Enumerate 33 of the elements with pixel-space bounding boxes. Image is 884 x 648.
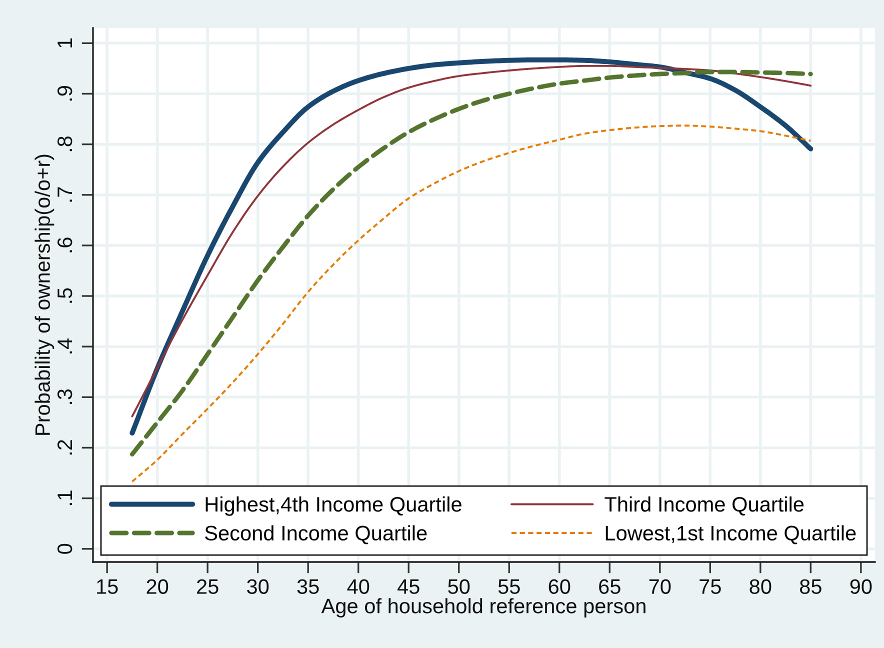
x-tick-label: 85: [800, 579, 822, 594]
x-tick-label: 50: [448, 579, 470, 594]
legend-label: Second Income Quartile: [205, 525, 427, 544]
y-tick-label: .5: [58, 288, 72, 303]
x-tick-label: 80: [750, 579, 772, 594]
x-tick-label: 90: [850, 579, 872, 594]
y-tick-label: .9: [57, 86, 72, 101]
y-axis-title: Probability of ownership(o/o+r): [34, 154, 54, 435]
legend-label: Highest,4th Income Quartile: [206, 496, 462, 516]
y-tick-label: 1: [58, 38, 72, 48]
y-tick-label: .4: [58, 338, 72, 354]
legend-label: Third Income Quartile: [604, 496, 804, 516]
x-tick-label: 60: [548, 579, 570, 594]
y-tick-label: .7: [58, 187, 72, 202]
legend-label: Lowest,1st Income Quartile: [606, 525, 856, 544]
x-tick-label: 75: [700, 579, 721, 594]
x-axis-title: Age of household reference person: [321, 598, 646, 618]
y-tick-label: .8: [57, 136, 72, 152]
y-tick-label: .3: [57, 389, 72, 404]
x-tick-label: 20: [146, 579, 168, 594]
y-tick-label: .1: [58, 490, 72, 506]
y-tick-label: 0: [57, 544, 72, 554]
x-tick-label: 40: [347, 579, 370, 594]
x-tick-label: 30: [247, 579, 269, 594]
x-tick-label: 55: [498, 579, 520, 594]
x-tick-label: 35: [297, 579, 319, 594]
x-tick-label: 70: [649, 579, 671, 594]
y-tick-label: .2: [57, 440, 72, 454]
x-tick-label: 45: [398, 579, 420, 594]
x-tick-label: 25: [197, 579, 218, 594]
y-tick-label: .6: [57, 238, 72, 252]
x-tick-label: 15: [97, 579, 118, 594]
x-tick-label: 65: [599, 579, 620, 594]
